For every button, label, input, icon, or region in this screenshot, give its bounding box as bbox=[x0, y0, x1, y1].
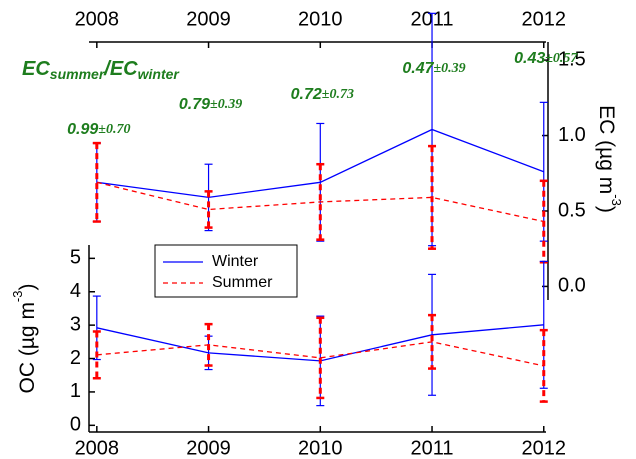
error-bar bbox=[92, 141, 101, 223]
ratio-value: 0.79 bbox=[179, 96, 210, 113]
legend-label: Summer bbox=[212, 274, 273, 291]
x-tick-label: 2008 bbox=[75, 437, 120, 459]
y-tick-label: 4 bbox=[70, 280, 81, 302]
x-tick-label: 2008 bbox=[75, 8, 120, 30]
y-axis-label-part: -3 bbox=[10, 291, 25, 303]
y-tick-label: 0 bbox=[70, 414, 81, 436]
error-bar bbox=[428, 273, 437, 396]
y-axis-label-part: EC (µg m bbox=[595, 105, 618, 194]
y-tick-label: 3 bbox=[70, 313, 81, 335]
annotation-part: summer bbox=[50, 66, 106, 82]
x-tick-label: 2011 bbox=[411, 437, 454, 459]
y-axis-label-part: OC (µg m bbox=[16, 302, 39, 393]
y-axis-label-part: ) bbox=[595, 206, 618, 213]
error-bar bbox=[428, 313, 437, 370]
error-bar bbox=[316, 122, 325, 242]
ratio-value: 0.47 bbox=[402, 60, 434, 77]
y-tick-label: 1 bbox=[70, 380, 81, 402]
ratio-value: 0.99 bbox=[67, 121, 98, 138]
ratio-value: 0.72 bbox=[291, 86, 322, 103]
y-axis-label-part: -3 bbox=[609, 194, 624, 206]
x-tick-label: 2010 bbox=[298, 8, 343, 30]
y-axis-label: EC (µg m-3) bbox=[595, 105, 623, 213]
ratio-sd: ±0.39 bbox=[434, 61, 466, 76]
error-bar bbox=[316, 316, 325, 400]
error-bar bbox=[539, 260, 548, 389]
ratio-sd: ±0.70 bbox=[98, 122, 130, 137]
ratio-sd: ±0.57 bbox=[545, 51, 578, 66]
error-bar bbox=[204, 163, 213, 232]
x-tick-label: 2009 bbox=[186, 437, 231, 459]
y-axis-label: OC (µg m-3) bbox=[10, 284, 38, 394]
ratio-label: 0.99±0.70 bbox=[67, 121, 130, 138]
error-bar bbox=[428, 144, 437, 250]
ratio-label: 0.79±0.39 bbox=[179, 96, 242, 113]
x-tick-label: 2010 bbox=[298, 437, 343, 459]
error-bar bbox=[204, 190, 213, 229]
error-bar bbox=[204, 322, 213, 367]
y-tick-label: 0.5 bbox=[558, 199, 586, 221]
ratio-label: 0.47±0.39 bbox=[402, 60, 465, 77]
series-line bbox=[96, 341, 544, 367]
legend-box bbox=[154, 244, 298, 298]
y-tick-label: 2 bbox=[70, 347, 81, 369]
y-axis-label-part: ) bbox=[16, 284, 39, 291]
ratio-label: 0.43±0.57 bbox=[514, 50, 578, 67]
ratio-sd: ±0.73 bbox=[322, 87, 354, 102]
error-bar bbox=[92, 295, 101, 361]
series-line bbox=[96, 181, 544, 223]
annotation-part: EC bbox=[22, 58, 50, 80]
annotation-part: /EC bbox=[103, 58, 138, 80]
error-bar bbox=[92, 330, 101, 380]
ratio-label: 0.72±0.73 bbox=[291, 86, 354, 103]
error-bar bbox=[539, 328, 548, 403]
x-tick-label: 2009 bbox=[186, 8, 231, 30]
error-bar bbox=[316, 162, 325, 241]
x-tick-label: 2012 bbox=[522, 437, 567, 459]
y-tick-label: 1.0 bbox=[558, 124, 586, 146]
y-tick-label: 0.0 bbox=[558, 275, 586, 297]
legend-label: Winter bbox=[212, 253, 259, 270]
annotation: ECsummer/ECwinter bbox=[22, 58, 180, 81]
y-tick-label: 1.5 bbox=[558, 48, 586, 70]
y-tick-label: 5 bbox=[70, 247, 81, 269]
annotation-part: winter bbox=[138, 66, 181, 82]
x-tick-label: 2012 bbox=[522, 8, 567, 30]
ratio-value: 0.43 bbox=[514, 50, 545, 67]
ratio-sd: ±0.39 bbox=[210, 97, 242, 112]
